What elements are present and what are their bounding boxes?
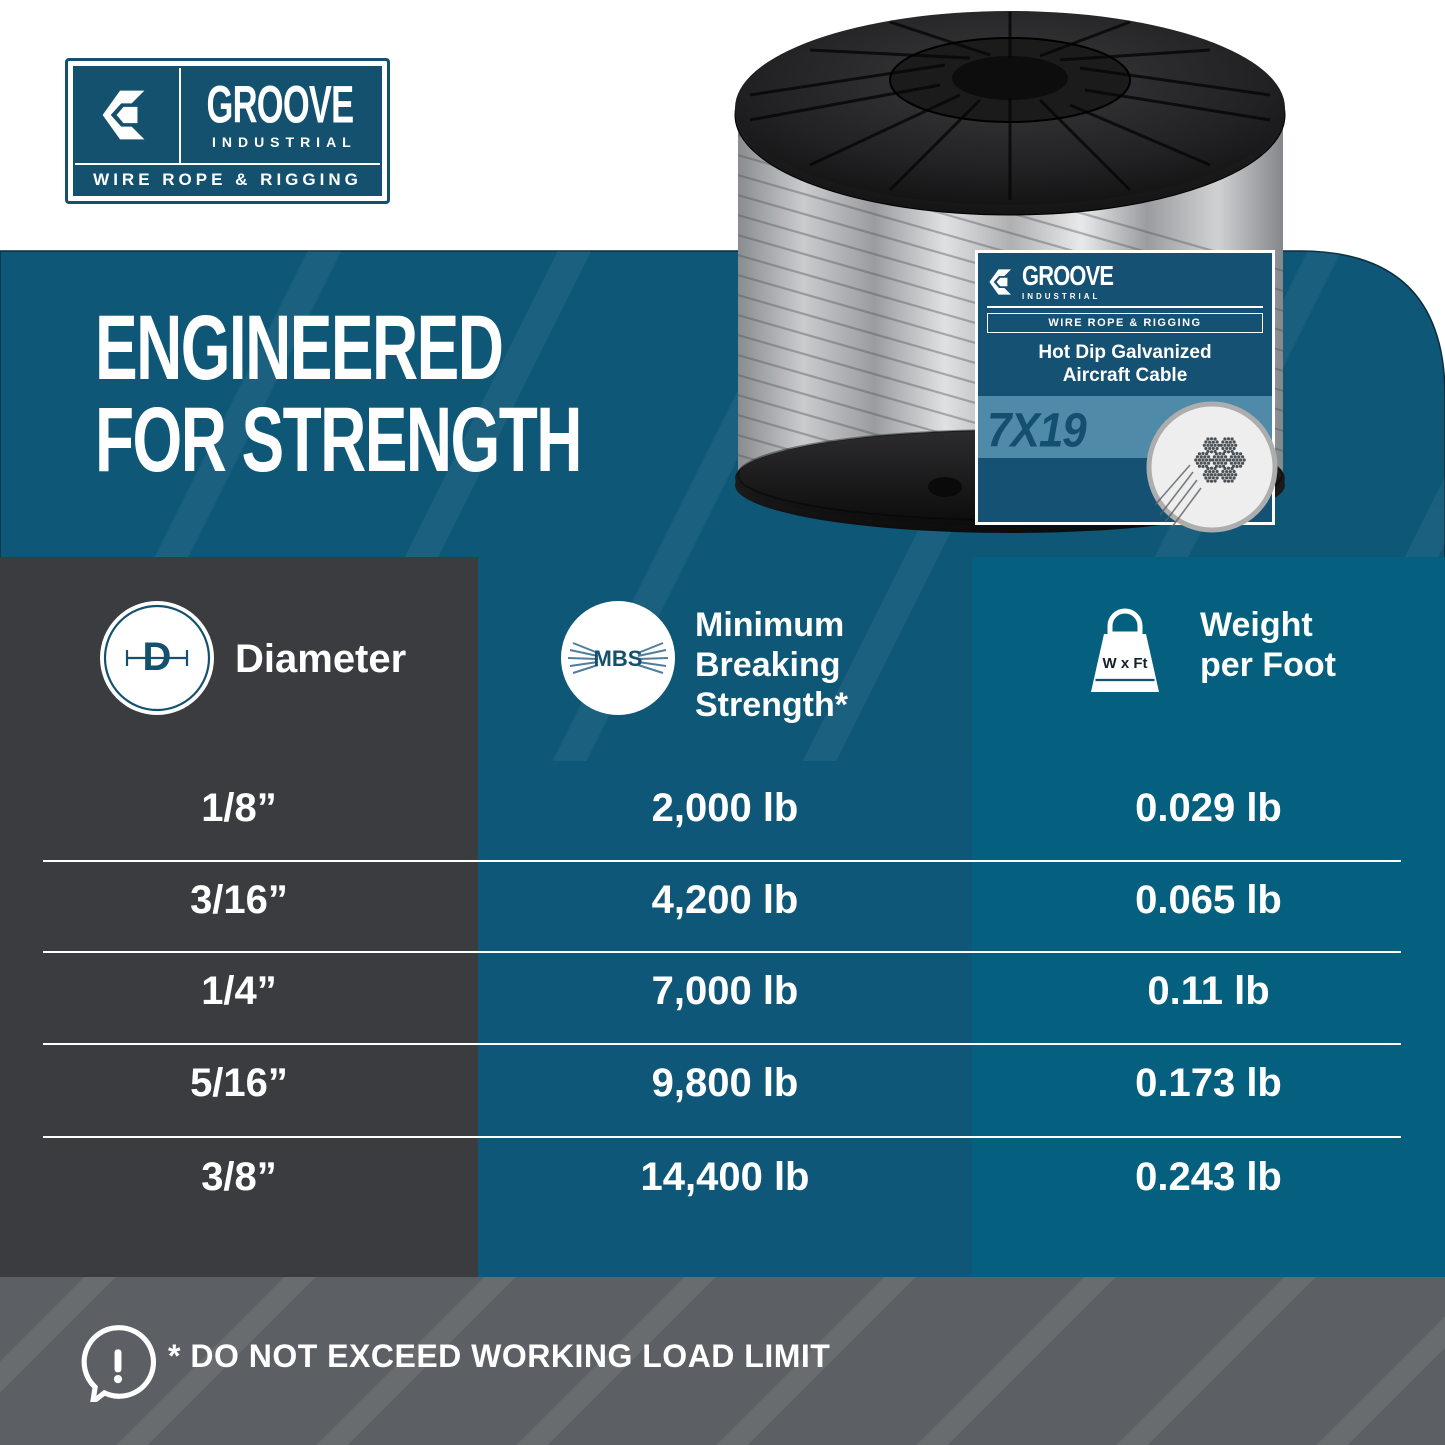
- svg-text:D: D: [143, 635, 172, 679]
- svg-text:MBS: MBS: [594, 646, 643, 671]
- svg-text:W x Ft: W x Ft: [1103, 655, 1148, 672]
